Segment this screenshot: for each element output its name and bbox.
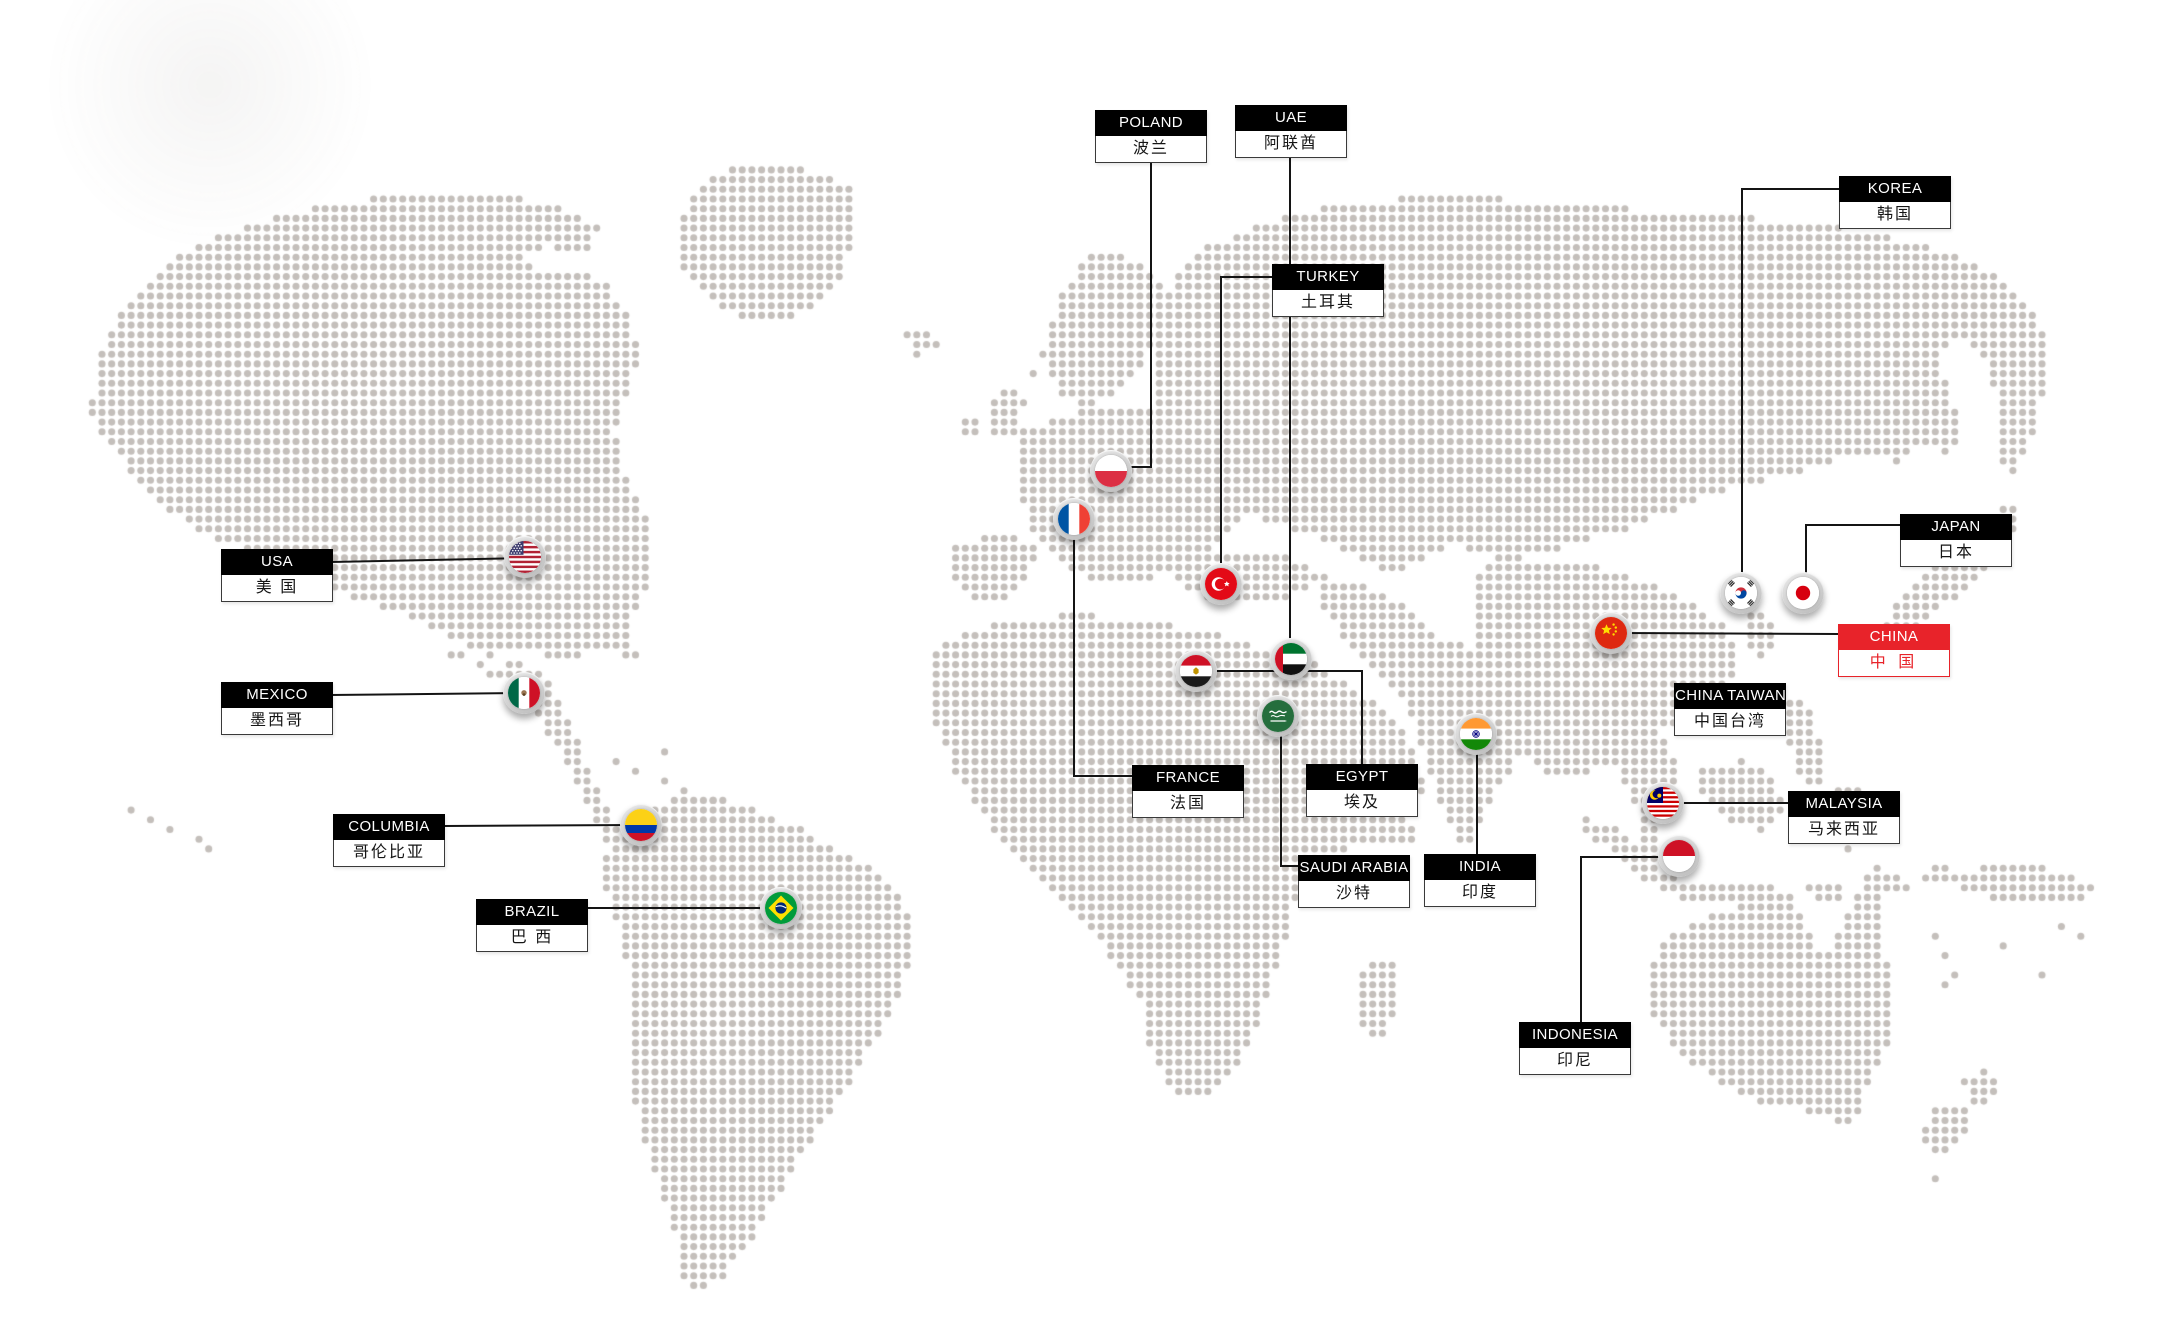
country-name-zh: 埃及 bbox=[1306, 790, 1418, 817]
country-label-malaysia: MALAYSIA 马来西亚 bbox=[1788, 791, 1900, 844]
country-label-mexico: MEXICO 墨西哥 bbox=[221, 682, 333, 735]
pin-france bbox=[1053, 498, 1095, 540]
pin-columbia bbox=[620, 804, 662, 846]
usa-flag-icon bbox=[509, 541, 541, 573]
country-label-china: CHINA 中 国 bbox=[1838, 624, 1950, 677]
turkey-flag-icon bbox=[1205, 568, 1237, 600]
country-name-en: COLUMBIA bbox=[333, 814, 445, 840]
uae-flag-icon bbox=[1275, 643, 1307, 675]
connector-line-mexico bbox=[329, 692, 525, 696]
country-label-usa: USA 美 国 bbox=[221, 549, 333, 602]
france-flag-icon bbox=[1058, 503, 1090, 535]
pin-poland bbox=[1090, 450, 1132, 492]
country-name-en: CHINA TAIWAN bbox=[1674, 683, 1786, 709]
connector-line-poland bbox=[1111, 162, 1152, 468]
india-flag-icon bbox=[1460, 718, 1492, 750]
country-label-poland: POLAND 波兰 bbox=[1095, 110, 1207, 163]
connector-line-japan bbox=[1805, 524, 1900, 593]
country-name-en: INDONESIA bbox=[1519, 1022, 1631, 1048]
pin-china bbox=[1590, 612, 1632, 654]
pin-uae bbox=[1270, 638, 1312, 680]
country-name-en: CHINA bbox=[1838, 624, 1950, 650]
country-label-japan: JAPAN 日本 bbox=[1900, 514, 2012, 567]
connector-line-saudi bbox=[1280, 716, 1298, 867]
country-name-en: MEXICO bbox=[221, 682, 333, 708]
country-name-zh: 印尼 bbox=[1519, 1048, 1631, 1075]
country-label-korea: KOREA 韩国 bbox=[1839, 176, 1951, 229]
country-name-en: UAE bbox=[1235, 105, 1347, 131]
connector-line-usa bbox=[330, 557, 526, 563]
country-name-zh: 美 国 bbox=[221, 575, 333, 602]
country-name-zh: 阿联酋 bbox=[1235, 131, 1347, 158]
country-name-zh: 中国台湾 bbox=[1674, 709, 1786, 736]
poland-flag-icon bbox=[1095, 455, 1127, 487]
country-name-zh: 法国 bbox=[1132, 791, 1244, 818]
mexico-flag-icon bbox=[508, 677, 540, 709]
pin-brazil bbox=[760, 887, 802, 929]
egypt-flag-icon bbox=[1180, 655, 1212, 687]
country-label-saudi: SAUDI ARABIA 沙特 bbox=[1298, 855, 1410, 908]
country-name-zh: 沙特 bbox=[1298, 881, 1410, 908]
country-name-zh: 巴 西 bbox=[476, 925, 588, 952]
country-name-en: TURKEY bbox=[1272, 264, 1384, 290]
connector-line-china bbox=[1610, 632, 1839, 635]
country-name-zh: 日本 bbox=[1900, 540, 2012, 567]
china-flag-icon bbox=[1595, 617, 1627, 649]
pin-korea bbox=[1720, 572, 1762, 614]
country-name-en: INDIA bbox=[1424, 854, 1536, 880]
country-name-en: SAUDI ARABIA bbox=[1298, 855, 1410, 881]
country-label-brazil: BRAZIL 巴 西 bbox=[476, 899, 588, 952]
country-label-india: INDIA 印度 bbox=[1424, 854, 1536, 907]
brazil-flag-icon bbox=[765, 892, 797, 924]
country-label-uae: UAE 阿联酋 bbox=[1235, 105, 1347, 158]
country-name-en: EGYPT bbox=[1306, 764, 1418, 790]
pin-india bbox=[1455, 713, 1497, 755]
japan-flag-icon bbox=[1787, 577, 1819, 609]
country-name-en: KOREA bbox=[1839, 176, 1951, 202]
country-name-en: JAPAN bbox=[1900, 514, 2012, 540]
country-name-zh: 印度 bbox=[1424, 880, 1536, 907]
country-name-en: USA bbox=[221, 549, 333, 575]
pin-usa bbox=[504, 536, 546, 578]
pin-japan bbox=[1782, 572, 1824, 614]
country-label-france: FRANCE 法国 bbox=[1132, 765, 1244, 818]
columbia-flag-icon bbox=[625, 809, 657, 841]
pin-indonesia bbox=[1658, 835, 1700, 877]
connector-line-turkey bbox=[1220, 276, 1272, 584]
country-name-zh: 中 国 bbox=[1838, 650, 1950, 677]
pin-mexico bbox=[503, 672, 545, 714]
connector-line-columbia bbox=[443, 824, 642, 827]
country-name-zh: 马来西亚 bbox=[1788, 817, 1900, 844]
country-name-en: POLAND bbox=[1095, 110, 1207, 136]
connector-line-france bbox=[1073, 519, 1132, 777]
indonesia-flag-icon bbox=[1663, 840, 1695, 872]
country-label-turkey: TURKEY 土耳其 bbox=[1272, 264, 1384, 317]
korea-flag-icon bbox=[1725, 577, 1757, 609]
country-name-zh: 波兰 bbox=[1095, 136, 1207, 163]
country-label-columbia: COLUMBIA 哥伦比亚 bbox=[333, 814, 445, 867]
country-name-en: MALAYSIA bbox=[1788, 791, 1900, 817]
pin-egypt bbox=[1175, 650, 1217, 692]
country-name-zh: 哥伦比亚 bbox=[333, 840, 445, 867]
malaysia-flag-icon bbox=[1647, 787, 1679, 819]
pin-malaysia bbox=[1642, 782, 1684, 824]
connector-line-korea bbox=[1741, 188, 1839, 593]
saudi-flag-icon bbox=[1262, 700, 1294, 732]
country-label-indonesia: INDONESIA 印尼 bbox=[1519, 1022, 1631, 1075]
country-label-taiwan: CHINA TAIWAN 中国台湾 bbox=[1674, 683, 1786, 736]
country-name-zh: 土耳其 bbox=[1272, 290, 1384, 317]
pin-turkey bbox=[1200, 563, 1242, 605]
connector-line-egypt bbox=[1196, 670, 1363, 764]
connector-line-indonesia bbox=[1580, 856, 1679, 1022]
country-label-egypt: EGYPT 埃及 bbox=[1306, 764, 1418, 817]
country-name-zh: 墨西哥 bbox=[221, 708, 333, 735]
country-name-en: FRANCE bbox=[1132, 765, 1244, 791]
pin-saudi bbox=[1257, 695, 1299, 737]
country-name-en: BRAZIL bbox=[476, 899, 588, 925]
country-name-zh: 韩国 bbox=[1839, 202, 1951, 229]
